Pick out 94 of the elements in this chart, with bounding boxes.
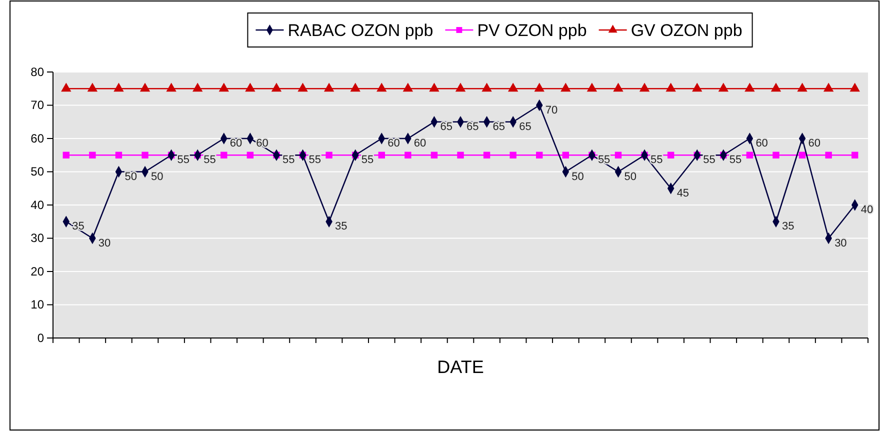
point bbox=[798, 152, 806, 158]
data-label: 60 bbox=[388, 138, 400, 150]
point bbox=[586, 82, 598, 92]
point bbox=[534, 82, 544, 92]
point bbox=[770, 82, 782, 92]
point bbox=[404, 152, 412, 158]
point bbox=[430, 152, 438, 158]
data-label: 70 bbox=[545, 104, 558, 116]
point bbox=[378, 152, 385, 158]
data-label: 65 bbox=[492, 120, 506, 133]
y-tick-label: 20 bbox=[30, 264, 44, 278]
point bbox=[508, 82, 518, 92]
data-label: 65 bbox=[519, 120, 532, 133]
data-label: 60 bbox=[756, 138, 768, 150]
point bbox=[245, 82, 256, 92]
data-label: 65 bbox=[440, 120, 452, 133]
data-label: 65 bbox=[466, 120, 479, 133]
point bbox=[376, 82, 387, 92]
data-label: 50 bbox=[624, 170, 636, 183]
point bbox=[718, 82, 728, 92]
y-tick-label: 30 bbox=[30, 231, 44, 246]
x-axis-title: DATE bbox=[437, 357, 484, 377]
point bbox=[115, 152, 122, 158]
point bbox=[772, 152, 780, 158]
data-label: 60 bbox=[414, 138, 426, 150]
point bbox=[455, 82, 466, 92]
point bbox=[560, 82, 571, 92]
point bbox=[87, 82, 98, 92]
data-label: 50 bbox=[124, 170, 137, 183]
point bbox=[562, 152, 570, 158]
point bbox=[142, 152, 148, 158]
point bbox=[613, 82, 624, 92]
data-label: 30 bbox=[834, 237, 847, 250]
point bbox=[192, 82, 203, 92]
point bbox=[429, 82, 440, 92]
data-label: 55 bbox=[177, 154, 190, 166]
point bbox=[666, 82, 676, 92]
point bbox=[114, 82, 124, 92]
y-tick-label: 60 bbox=[30, 131, 44, 146]
point bbox=[298, 82, 308, 92]
point bbox=[797, 82, 808, 92]
data-label: 30 bbox=[98, 237, 111, 250]
data-label: 55 bbox=[361, 154, 374, 166]
point bbox=[89, 152, 96, 158]
data-label: 50 bbox=[151, 170, 164, 183]
point bbox=[823, 82, 834, 92]
y-tick-label: 40 bbox=[30, 198, 44, 212]
data-label: 40 bbox=[860, 204, 874, 216]
point bbox=[614, 152, 622, 158]
legend-label: PV OZON ppb bbox=[477, 21, 587, 40]
y-tick-label: 10 bbox=[30, 298, 44, 312]
point bbox=[744, 82, 755, 92]
data-label: 55 bbox=[703, 154, 716, 166]
data-label: 55 bbox=[650, 154, 663, 166]
point bbox=[218, 82, 229, 92]
point bbox=[350, 82, 360, 92]
data-label: 60 bbox=[808, 138, 821, 150]
data-label: 35 bbox=[335, 220, 348, 233]
data-label: 55 bbox=[204, 154, 216, 166]
point bbox=[457, 152, 464, 158]
data-label: 45 bbox=[676, 187, 690, 200]
point bbox=[852, 152, 858, 158]
y-tick-label: 0 bbox=[37, 330, 44, 345]
point bbox=[850, 82, 860, 92]
point bbox=[483, 152, 490, 158]
point bbox=[536, 152, 543, 158]
point bbox=[639, 82, 650, 92]
point bbox=[402, 82, 414, 92]
data-label: 35 bbox=[782, 220, 794, 233]
point bbox=[692, 82, 702, 92]
data-label: 55 bbox=[308, 154, 322, 166]
point bbox=[326, 152, 332, 158]
data-label: 55 bbox=[729, 154, 742, 166]
point bbox=[510, 152, 516, 158]
point bbox=[324, 82, 334, 92]
point bbox=[140, 82, 150, 92]
point bbox=[271, 82, 282, 92]
data-label: 50 bbox=[572, 170, 584, 183]
point bbox=[667, 152, 674, 158]
legend-label: RABAC OZON ppb bbox=[288, 21, 434, 40]
point bbox=[61, 82, 72, 92]
y-tick-label: 50 bbox=[30, 164, 44, 179]
y-tick-label: 70 bbox=[30, 98, 44, 112]
point bbox=[220, 152, 228, 158]
y-tick-label: 80 bbox=[30, 64, 44, 79]
point bbox=[825, 152, 832, 158]
data-label: 60 bbox=[230, 138, 242, 150]
point bbox=[482, 82, 492, 92]
point bbox=[746, 152, 754, 158]
point bbox=[62, 152, 70, 158]
legend-label: GV OZON ppb bbox=[630, 21, 742, 40]
data-label: 55 bbox=[282, 154, 295, 166]
point bbox=[166, 82, 176, 92]
point bbox=[246, 152, 254, 158]
